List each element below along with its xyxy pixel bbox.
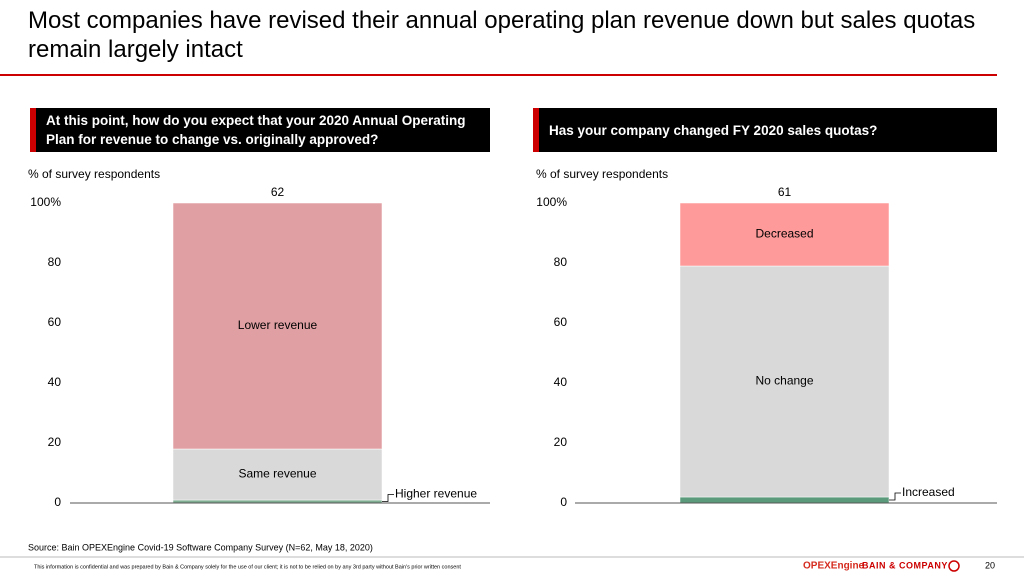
source: Source: Bain OPEXEngine Covid-19 Softwar… — [28, 542, 373, 552]
bar-total: 61 — [778, 185, 792, 199]
segment-label: Lower revenue — [238, 318, 318, 332]
question-accent — [533, 108, 539, 152]
segment-label: Same revenue — [238, 467, 316, 481]
y-tick-label: 100% — [30, 195, 61, 209]
y-tick-label: 80 — [48, 255, 62, 269]
question: Has your company changed FY 2020 sales q… — [549, 122, 878, 138]
y-tick-label: 60 — [554, 315, 568, 329]
y-tick-label: 80 — [554, 255, 568, 269]
leader-line — [382, 494, 394, 502]
bar-segment — [679, 496, 890, 504]
bar-segment — [172, 202, 383, 450]
title-box: Most companies have revised their annual… — [28, 7, 976, 63]
bar-segment — [679, 202, 890, 267]
y-tick-label: 0 — [54, 495, 61, 509]
segment-label: Higher revenue — [395, 487, 477, 501]
y-tick-label: 20 — [554, 435, 568, 449]
y-tick-label: 40 — [554, 375, 568, 389]
y-tick-label: 40 — [48, 375, 62, 389]
question: At this point, how do you expect that yo… — [46, 113, 466, 147]
segment-label: Increased — [902, 485, 955, 499]
bar-segment — [172, 448, 383, 501]
bar-segment — [679, 265, 890, 498]
leader-line — [889, 492, 901, 501]
question-holder: At this point, how do you expect that yo… — [46, 113, 466, 147]
question-box — [30, 108, 490, 152]
y-tick-label: 20 — [48, 435, 62, 449]
segment-label: No change — [755, 374, 813, 388]
page-number: 20 — [985, 560, 995, 570]
bar-total: 62 — [271, 185, 285, 199]
y-tick-label: 0 — [560, 495, 567, 509]
brand-company: BAIN & COMPANY — [862, 560, 948, 570]
brand-icon — [948, 560, 960, 572]
question-box — [533, 108, 997, 152]
question-holder: Has your company changed FY 2020 sales q… — [549, 122, 878, 138]
segment-label: Decreased — [755, 227, 813, 241]
y-tick-label: 60 — [48, 315, 62, 329]
y-axis-label: % of survey respondents — [28, 167, 160, 181]
question-accent — [30, 108, 36, 152]
brand-product: OPEXEngine — [803, 561, 865, 572]
y-axis-label: % of survey respondents — [536, 167, 668, 181]
footer-note: This information is confidential and was… — [34, 564, 461, 570]
slide-title: Most companies have revised their annual… — [28, 7, 976, 63]
y-tick-label: 100% — [536, 195, 567, 209]
